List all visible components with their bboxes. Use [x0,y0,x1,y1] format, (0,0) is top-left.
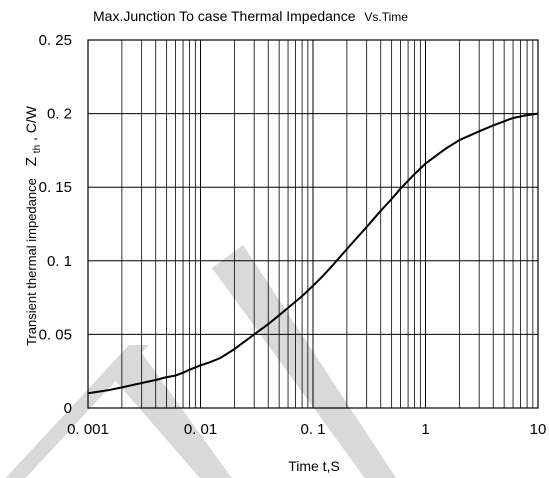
x-tick-label: 0. 001 [67,421,109,438]
x-axis-label: Time t,S [288,458,340,474]
y-axis-label: Transient thermal impedance Z th , C/W [23,105,43,346]
y-tick-label: 0. 2 [47,106,72,123]
x-tick-label: 0. 1 [300,421,325,438]
grid [88,40,538,408]
x-tick-label: 0. 01 [184,421,217,438]
chart-title-suffix: Vs.Time [364,10,408,24]
y-axis-label-subscript: th [32,145,43,153]
y-tick-label: 0 [64,400,72,417]
watermark-stripe-lower [106,345,236,478]
y-tick-label: 0. 25 [39,32,72,49]
y-axis-label-prefix: Transient thermal impedance [24,178,39,346]
x-tick-label: 10 [530,421,547,438]
chart-title-main: Max.Junction To case Thermal Impedance [93,8,356,24]
watermark-stripe-upper [212,245,400,478]
chart-title: Max.Junction To case Thermal Impedance V… [93,8,408,24]
y-tick-label: 0. 05 [39,326,72,343]
x-tick-label: 1 [421,421,429,438]
y-tick-label: 0. 15 [39,179,72,196]
y-axis-label-unit: , C/W [23,105,39,141]
y-tick-label: 0. 1 [47,253,72,270]
y-axis-label-symbol: Z [23,157,40,166]
